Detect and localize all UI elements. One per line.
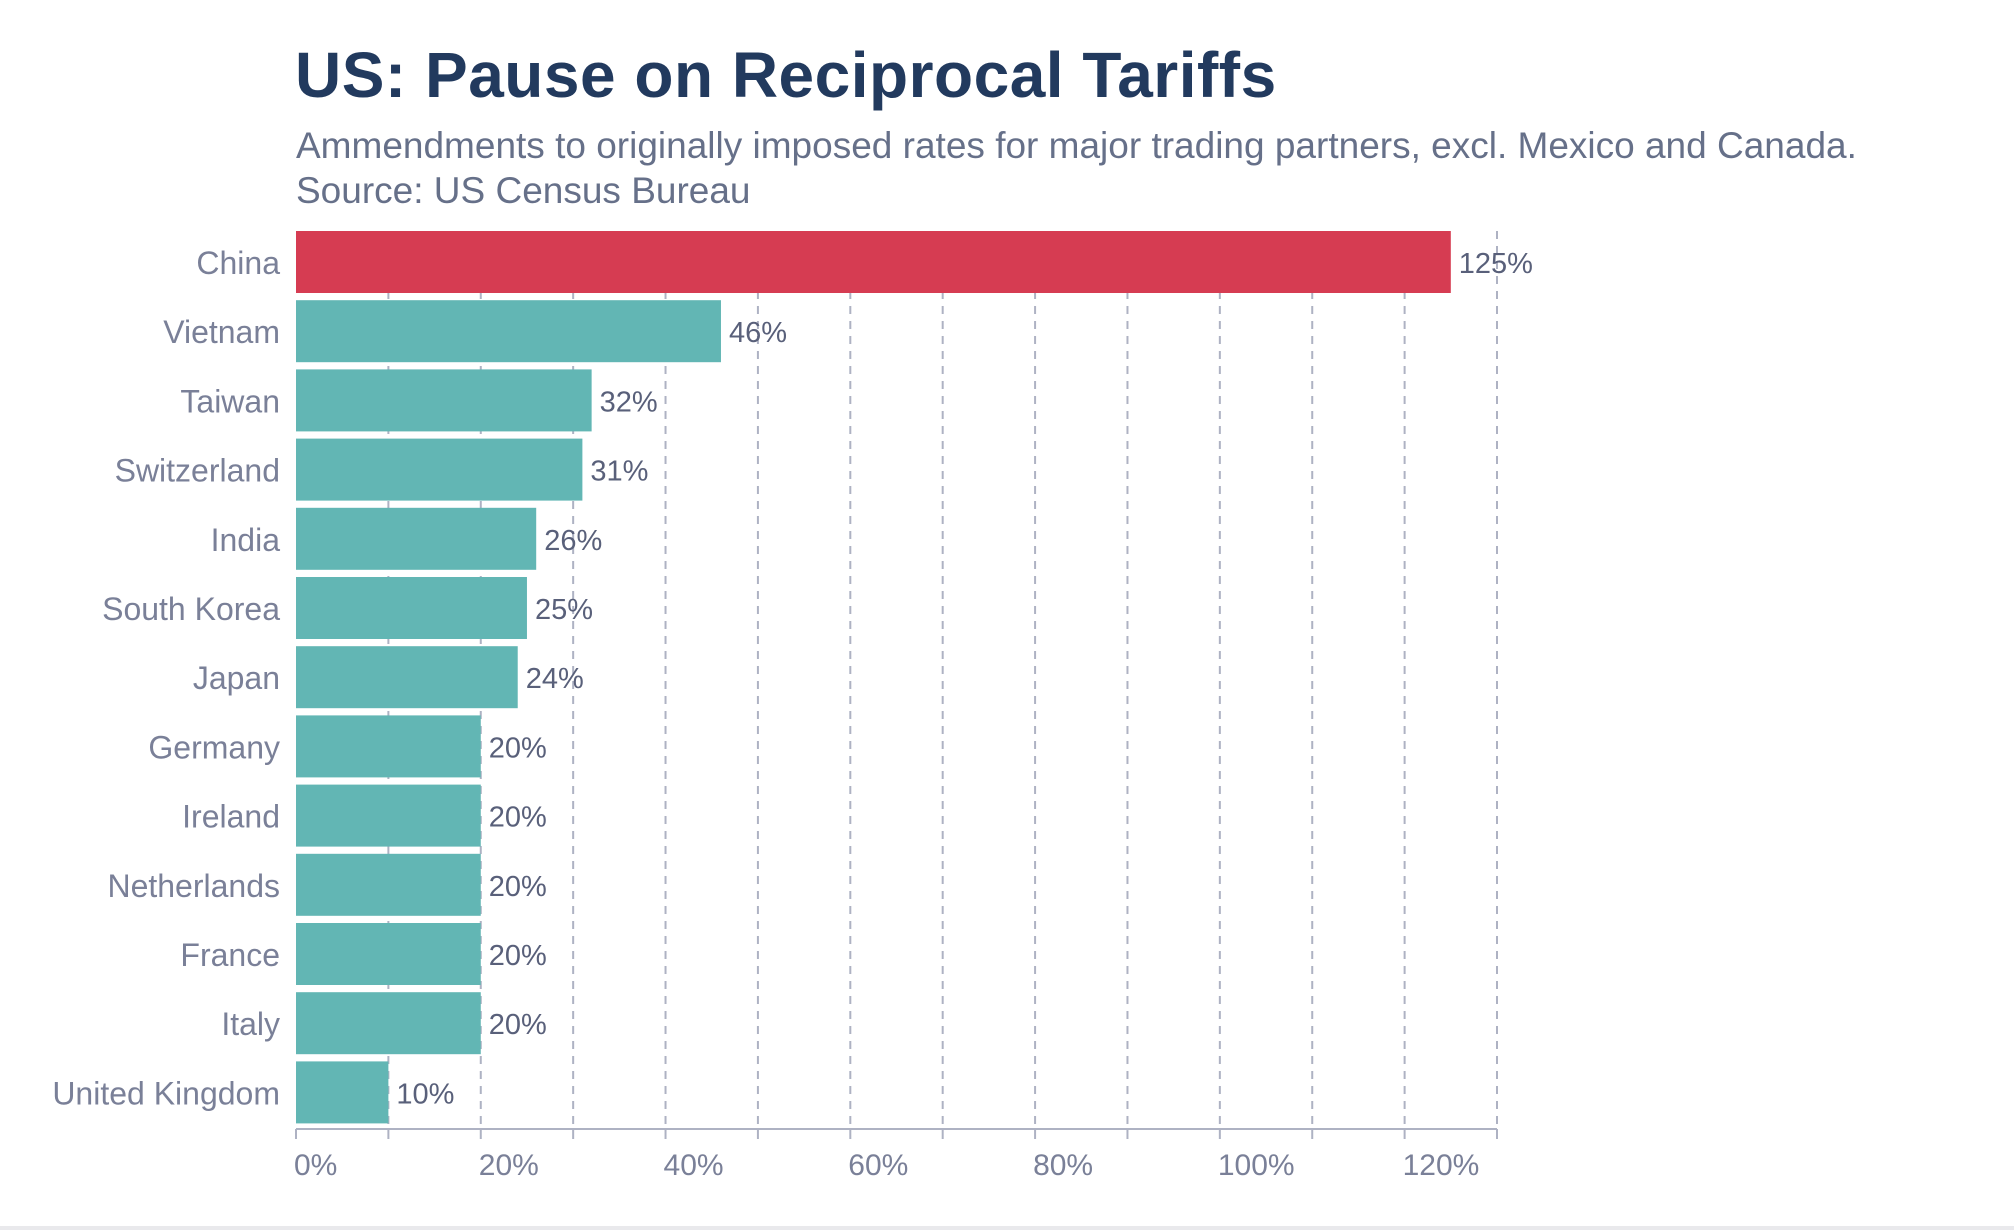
- bar: [296, 853, 481, 916]
- value-label: 25%: [535, 594, 593, 626]
- category-label: Germany: [148, 729, 280, 765]
- value-label: 20%: [489, 871, 547, 903]
- bar: [296, 646, 518, 709]
- value-label: 20%: [489, 940, 547, 972]
- bottom-divider: [0, 1226, 2014, 1230]
- value-label: 125%: [1459, 248, 1533, 280]
- category-label: France: [180, 937, 280, 973]
- chart-source: Source: US Census Bureau: [296, 170, 751, 211]
- x-tick-label: 40%: [664, 1149, 724, 1182]
- x-tick-label: 0%: [294, 1149, 337, 1182]
- value-label: 24%: [526, 663, 584, 695]
- category-label: Taiwan: [180, 383, 280, 419]
- bars: [296, 231, 1451, 1124]
- chart-title: US: Pause on Reciprocal Tariffs: [295, 39, 1277, 111]
- x-axis: 0% 20% 40% 60% 80% 100% 120%: [294, 1128, 1498, 1182]
- bar: [296, 438, 583, 501]
- bar: [296, 715, 481, 778]
- x-tick-label: 120%: [1403, 1149, 1480, 1182]
- category-label: Japan: [193, 660, 280, 696]
- bar: [296, 992, 481, 1055]
- x-tick-label: 60%: [848, 1149, 908, 1182]
- bar: [296, 784, 481, 847]
- category-label: Switzerland: [115, 453, 280, 489]
- value-label: 32%: [600, 386, 658, 418]
- chart-subtitle: Ammendments to originally imposed rates …: [296, 125, 1857, 166]
- bar: [296, 1061, 389, 1124]
- bar: [296, 300, 721, 363]
- bar: [296, 231, 1451, 293]
- value-label: 20%: [489, 1009, 547, 1041]
- value-label: 31%: [590, 456, 648, 488]
- value-label: 26%: [544, 525, 602, 557]
- category-label: United Kingdom: [52, 1075, 280, 1111]
- x-tick-label: 100%: [1218, 1149, 1295, 1182]
- value-label: 10%: [396, 1078, 454, 1110]
- bar: [296, 923, 481, 985]
- category-label: Vietnam: [163, 314, 280, 350]
- category-label: China: [196, 245, 280, 281]
- x-tick-label: 80%: [1033, 1149, 1093, 1182]
- category-label: South Korea: [102, 591, 280, 627]
- value-labels: 125% 46% 32% 31% 26% 25% 24% 20% 20% 20% 20% 20% 10%: [396, 248, 1533, 1110]
- bar: [296, 507, 537, 570]
- category-label: Italy: [221, 1006, 280, 1042]
- value-label: 46%: [729, 317, 787, 349]
- value-label: 20%: [489, 732, 547, 764]
- category-label: Netherlands: [107, 868, 280, 904]
- category-labels: China Vietnam Taiwan Switzerland India South …: [52, 245, 280, 1111]
- value-label: 20%: [489, 802, 547, 834]
- category-label: Ireland: [182, 799, 280, 835]
- bar: [296, 369, 592, 432]
- x-tick-label: 20%: [479, 1149, 539, 1182]
- category-label: India: [211, 522, 281, 558]
- bar: [296, 577, 527, 639]
